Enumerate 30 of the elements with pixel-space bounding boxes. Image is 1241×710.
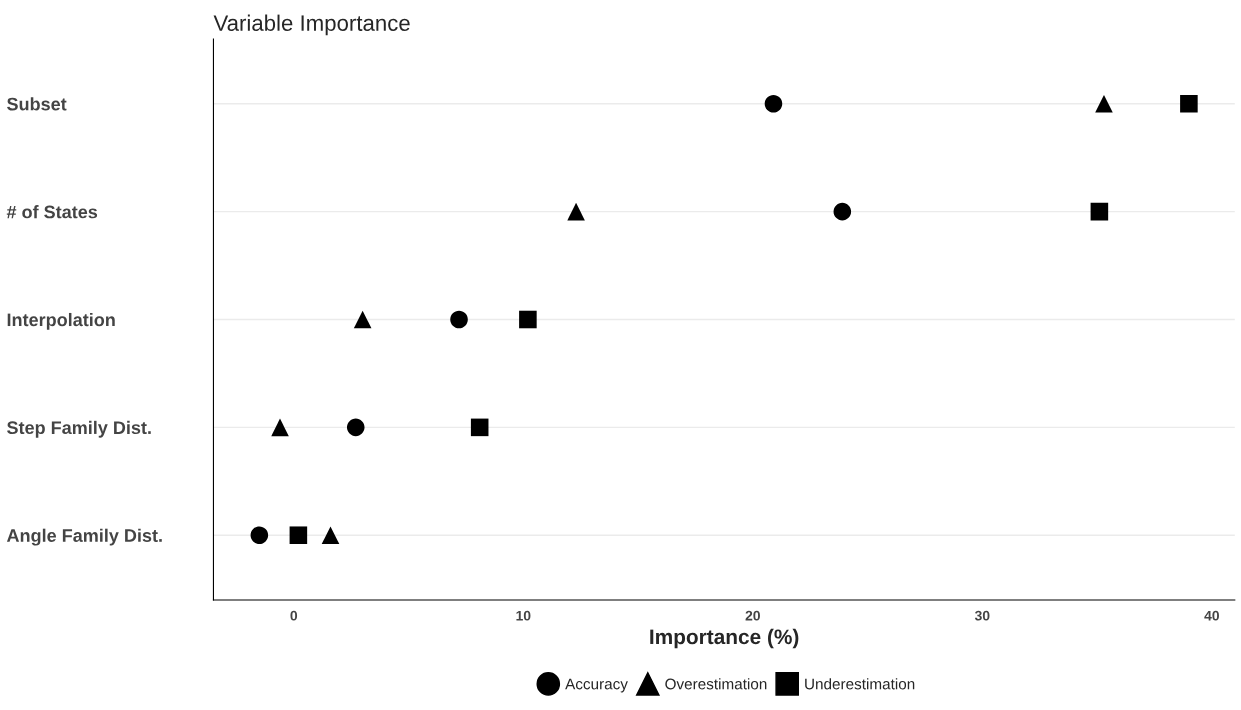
point [450, 310, 468, 329]
y-tick-label: Angle Family Dist. [6, 528, 162, 546]
x-tick-label: 30 [974, 610, 990, 621]
point [346, 418, 365, 437]
x-axis-title: Importance (%) [650, 628, 799, 649]
x-tick-label: 0 [290, 610, 298, 621]
x-tick-label: 40 [1204, 610, 1219, 621]
y-tick-label: Step Family Dist. [7, 420, 151, 438]
point [764, 94, 783, 113]
point [1180, 94, 1198, 113]
legend-label: Accuracy [565, 678, 628, 693]
point [1090, 202, 1109, 221]
point [519, 310, 537, 329]
y-tick-label: # of States [6, 205, 98, 219]
x-tick-label: 20 [745, 610, 760, 621]
point [470, 418, 489, 437]
point [289, 526, 308, 545]
point [567, 202, 585, 221]
y-tick-label: Interpolation [7, 312, 115, 330]
point [353, 310, 372, 329]
point [271, 418, 289, 437]
point [1095, 94, 1113, 113]
y-tick-label: Subset [7, 97, 67, 111]
point [321, 526, 340, 545]
legend-label: Underestimation [805, 678, 915, 690]
point [250, 526, 269, 545]
legend-label: Overestimation [665, 678, 767, 690]
point [833, 202, 852, 221]
chart-title: Variable Importance [213, 14, 410, 36]
x-tick-label: 10 [516, 610, 531, 621]
